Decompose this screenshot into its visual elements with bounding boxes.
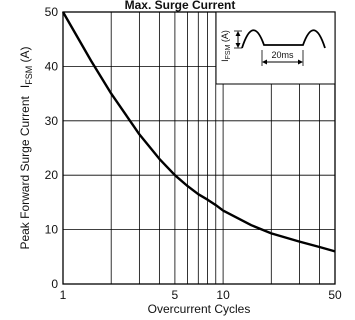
y-axis-label: Peak Forward Surge Current IFSM (A)	[18, 46, 34, 249]
inset-arrowhead-top	[235, 31, 241, 36]
y-tick-label: 40	[45, 59, 59, 73]
x-tick-label: 50	[328, 288, 342, 302]
chart-title: Max. Surge Current	[125, 0, 236, 12]
inset-box	[215, 11, 336, 85]
x-tick-label: 1	[60, 288, 67, 302]
y-tick-label: 50	[45, 5, 59, 19]
inset-y-label: IFSM (A)	[220, 30, 232, 62]
x-tick-labels: 1 5 10 50	[60, 288, 342, 302]
x-tick-label: 5	[172, 288, 179, 302]
y-axis-unit-sub: FSM	[24, 66, 34, 85]
x-tick-label: 10	[216, 288, 230, 302]
y-tick-label: 20	[45, 168, 59, 182]
inset-waveform	[241, 29, 326, 49]
y-axis-label-main: Peak Forward Surge Current	[18, 95, 32, 249]
curve-layer	[61, 11, 336, 253]
inset-y-label-suffix: (A)	[220, 30, 230, 45]
y-tick-label: 0	[51, 277, 58, 291]
inset-period-arrowhead-right	[298, 59, 303, 65]
inset-y-label-sub: FSM	[225, 44, 232, 59]
y-axis-unit-suffix: (A)	[18, 46, 32, 65]
inset-period-arrowhead-left	[262, 59, 267, 65]
y-axis-unit: I	[18, 85, 32, 88]
y-tick-labels: 0 10 20 30 40 50	[45, 5, 59, 291]
inset-period-label: 20ms	[271, 50, 294, 60]
waveform-inset: IFSM (A) 20ms	[215, 11, 336, 85]
series-line	[61, 11, 336, 253]
y-tick-label: 30	[45, 114, 59, 128]
inset-arrowhead-bottom	[235, 43, 241, 48]
x-axis-label: Overcurrent Cycles	[148, 302, 251, 316]
inset-y-label-main: I	[220, 59, 230, 62]
plot-frame	[62, 11, 336, 285]
y-tick-label: 10	[45, 223, 59, 237]
